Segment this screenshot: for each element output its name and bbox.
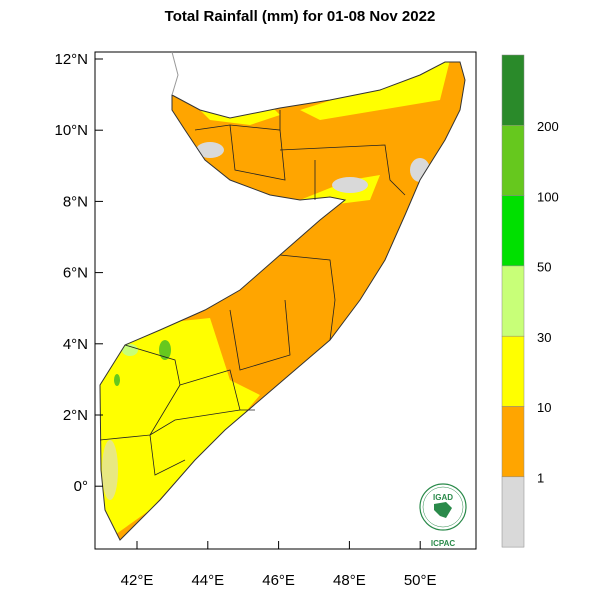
legend-swatch: [501, 406, 525, 478]
y-tick-label: 4°N: [63, 336, 88, 353]
y-tick-label: 6°N: [63, 265, 88, 282]
legend-swatch: [501, 54, 525, 126]
legend-colorbar: 200 100 50 30 10 1: [501, 54, 559, 548]
legend-swatch: [501, 335, 525, 407]
legend-label: 30: [537, 330, 551, 345]
x-tick-label: 50°E: [404, 572, 437, 589]
y-tick-label: 8°N: [63, 193, 88, 210]
x-tick-label: 44°E: [191, 572, 224, 589]
map-title: Total Rainfall (mm) for 01-08 Nov 2022: [164, 8, 436, 25]
legend-swatch: [501, 476, 525, 548]
y-tick-label: 10°N: [54, 122, 88, 139]
legend-label: 200: [537, 119, 559, 134]
svg-text:IGAD: IGAD: [433, 493, 453, 502]
svg-text:ICPAC: ICPAC: [431, 539, 456, 548]
legend-label: 10: [537, 400, 551, 415]
border-line: [171, 51, 179, 96]
legend-label: 1: [537, 471, 544, 486]
x-tick-label: 46°E: [262, 572, 295, 589]
legend-label: 100: [537, 189, 559, 204]
x-tick-label: 42°E: [121, 572, 154, 589]
y-tick-label: 2°N: [63, 407, 88, 424]
legend-label: 50: [537, 260, 551, 275]
y-tick-label: 0°: [74, 478, 88, 495]
x-tick-label: 48°E: [333, 572, 366, 589]
igad-icpac-logo: IGAD ICPAC: [419, 483, 467, 548]
y-tick-label: 12°N: [54, 51, 88, 68]
legend-swatch: [501, 195, 525, 267]
legend-swatch: [501, 125, 525, 196]
legend-swatch: [501, 265, 525, 337]
region-boundaries: [99, 110, 406, 476]
